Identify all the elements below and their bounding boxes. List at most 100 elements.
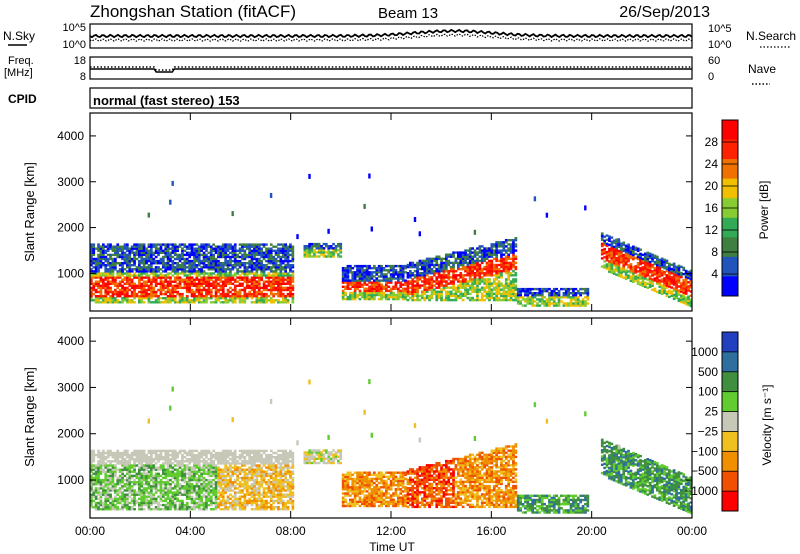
- power-cell: [154, 290, 158, 294]
- velocity-cell: [138, 462, 141, 465]
- velocity-cell: [121, 487, 124, 490]
- power-cell: [253, 266, 256, 269]
- power-cell: [624, 277, 628, 280]
- velocity-cell: [166, 462, 170, 465]
- power-cell: [291, 251, 295, 254]
- power-cell: [576, 304, 580, 307]
- power-cell: [634, 246, 638, 249]
- velocity-cell: [106, 491, 110, 494]
- velocity-cell: [109, 451, 112, 455]
- velocity-cell: [176, 497, 179, 500]
- power-cell: [440, 278, 443, 281]
- power-cell: [185, 262, 189, 265]
- power-cell: [502, 257, 506, 260]
- power-cell: [682, 291, 686, 294]
- power-cell: [425, 257, 429, 260]
- power-cell: [428, 272, 431, 275]
- power-cell: [564, 292, 568, 295]
- velocity-cell: [90, 495, 93, 498]
- velocity-cell: [128, 464, 132, 467]
- velocity-cell: [135, 474, 139, 478]
- power-cell: [286, 255, 290, 259]
- power-cell: [636, 278, 640, 281]
- power-cell: [387, 277, 391, 280]
- power-cell: [262, 266, 266, 269]
- power-cell: [473, 261, 477, 265]
- power-cell: [344, 297, 347, 301]
- power-cell: [512, 286, 515, 289]
- power-cell: [622, 266, 626, 269]
- power-cell: [185, 253, 189, 257]
- power-cell: [548, 296, 551, 299]
- velocity-cell: [99, 508, 103, 511]
- power-cell: [169, 251, 172, 254]
- power-cell: [401, 279, 405, 282]
- power-cell: [452, 272, 455, 275]
- velocity-cell: [104, 470, 108, 473]
- power-cell: [435, 267, 439, 271]
- power-cell: [94, 295, 98, 298]
- power-cell: [106, 280, 110, 283]
- power-cell: [564, 296, 568, 299]
- velocity-cell: [126, 501, 129, 505]
- power-cell: [353, 297, 357, 301]
- power-cell: [188, 282, 191, 285]
- power-cell: [492, 243, 496, 246]
- power-cell: [540, 298, 544, 301]
- power-cell: [274, 253, 278, 257]
- power-cell: [255, 276, 259, 279]
- power-cell: [394, 295, 398, 299]
- velocity-cell: [109, 493, 112, 496]
- power-cell: [646, 266, 650, 269]
- power-cell: [368, 287, 371, 290]
- power-cell: [521, 304, 525, 307]
- velocity-cell: [169, 508, 172, 511]
- power-cell: [289, 245, 292, 248]
- velocity-cell: [181, 458, 184, 461]
- power-cell: [394, 277, 398, 280]
- power-cell: [157, 253, 160, 257]
- power-cell: [257, 301, 261, 304]
- power-cell: [620, 242, 623, 245]
- velocity-cell: [176, 464, 179, 467]
- velocity-cell: [145, 464, 148, 467]
- power-cell: [181, 264, 184, 267]
- velocity-cell: [106, 485, 110, 488]
- power-cell: [605, 257, 609, 260]
- power-cell: [138, 249, 141, 252]
- power-cell: [243, 276, 247, 279]
- power-cell: [178, 268, 182, 271]
- power-cell: [632, 272, 635, 275]
- power-cell: [353, 287, 357, 290]
- velocity-cell: [106, 483, 110, 486]
- power-cell: [485, 247, 489, 250]
- power-cell: [476, 251, 479, 254]
- power-cell: [394, 273, 398, 276]
- power-cell: [476, 263, 479, 267]
- power-cell: [92, 262, 96, 265]
- freq-line: [90, 68, 692, 73]
- power-cell: [672, 287, 676, 290]
- power-cell: [605, 244, 609, 248]
- power-cell: [370, 293, 374, 297]
- velocity-cell: [178, 493, 182, 496]
- velocity-cell: [142, 458, 146, 461]
- power-cell: [104, 274, 108, 277]
- velocity-cell: [140, 485, 144, 488]
- power-cell: [492, 267, 496, 271]
- power-cell: [193, 282, 196, 285]
- power-cell: [181, 243, 184, 246]
- power-cell: [495, 290, 498, 293]
- power-cell: [106, 282, 110, 285]
- power-cell: [142, 243, 146, 246]
- power-cell: [106, 264, 110, 267]
- power-cell: [675, 269, 678, 273]
- power-cell: [615, 263, 618, 266]
- power-cell: [255, 262, 259, 265]
- power-cell: [478, 263, 482, 267]
- power-cell: [138, 284, 141, 287]
- velocity-cell: [133, 460, 136, 463]
- power-cell: [209, 282, 213, 285]
- power-cell: [94, 272, 98, 275]
- power-cell: [409, 270, 412, 273]
